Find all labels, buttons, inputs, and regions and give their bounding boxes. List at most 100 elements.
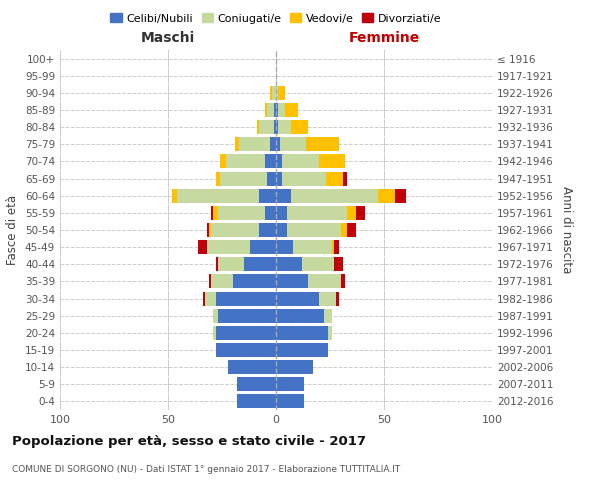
Bar <box>278 86 284 100</box>
Bar <box>293 240 332 254</box>
Bar <box>276 326 328 340</box>
Text: COMUNE DI SORGONO (NU) - Dati ISTAT 1° gennaio 2017 - Elaborazione TUTTITALIA.IT: COMUNE DI SORGONO (NU) - Dati ISTAT 1° g… <box>12 465 400 474</box>
Bar <box>319 292 337 306</box>
Bar <box>356 206 365 220</box>
Bar <box>276 292 319 306</box>
Bar <box>198 240 207 254</box>
Text: Maschi: Maschi <box>141 31 195 45</box>
Bar <box>276 172 283 185</box>
Bar <box>272 86 276 100</box>
Bar <box>214 326 215 340</box>
Bar <box>205 292 215 306</box>
Bar <box>287 206 347 220</box>
Bar <box>274 120 276 134</box>
Bar <box>337 292 338 306</box>
Bar <box>334 240 338 254</box>
Bar <box>203 292 205 306</box>
Bar <box>235 138 239 151</box>
Bar <box>269 86 272 100</box>
Bar <box>284 103 298 117</box>
Bar <box>291 188 377 202</box>
Bar <box>341 274 345 288</box>
Bar <box>176 188 259 202</box>
Bar <box>328 326 332 340</box>
Bar <box>319 154 345 168</box>
Bar <box>269 138 276 151</box>
Bar <box>233 274 276 288</box>
Bar <box>215 292 276 306</box>
Bar <box>343 172 347 185</box>
Bar <box>323 308 332 322</box>
Bar <box>215 343 276 357</box>
Bar <box>237 378 276 392</box>
Y-axis label: Fasce di età: Fasce di età <box>7 195 19 265</box>
Bar <box>209 223 211 237</box>
Bar <box>207 223 209 237</box>
Bar <box>276 188 291 202</box>
Bar <box>259 188 276 202</box>
Bar <box>220 172 268 185</box>
Bar <box>332 240 334 254</box>
Bar <box>276 394 304 408</box>
Bar <box>341 223 347 237</box>
Bar <box>237 394 276 408</box>
Bar <box>302 258 334 272</box>
Bar <box>268 103 274 117</box>
Bar <box>265 206 276 220</box>
Bar <box>287 223 341 237</box>
Text: Popolazione per età, sesso e stato civile - 2017: Popolazione per età, sesso e stato civil… <box>12 435 366 448</box>
Bar <box>215 326 276 340</box>
Bar <box>215 258 218 272</box>
Bar <box>276 343 328 357</box>
Bar <box>276 103 278 117</box>
Bar <box>347 223 356 237</box>
Bar <box>276 274 308 288</box>
Legend: Celibi/Nubili, Coniugati/e, Vedovi/e, Divorziati/e: Celibi/Nubili, Coniugati/e, Vedovi/e, Di… <box>106 9 446 28</box>
Bar <box>218 308 276 322</box>
Bar <box>276 240 293 254</box>
Bar <box>211 206 214 220</box>
Bar <box>291 120 308 134</box>
Bar <box>276 378 304 392</box>
Bar <box>265 103 268 117</box>
Bar <box>278 103 284 117</box>
Bar <box>218 206 265 220</box>
Bar <box>347 206 356 220</box>
Bar <box>276 308 323 322</box>
Text: Femmine: Femmine <box>349 31 419 45</box>
Bar <box>306 138 338 151</box>
Bar <box>229 360 276 374</box>
Bar <box>211 274 233 288</box>
Bar <box>172 188 176 202</box>
Bar <box>276 360 313 374</box>
Bar <box>283 172 326 185</box>
Bar <box>377 188 395 202</box>
Bar <box>276 120 278 134</box>
Bar <box>209 274 211 288</box>
Y-axis label: Anni di nascita: Anni di nascita <box>560 186 573 274</box>
Bar <box>283 154 319 168</box>
Bar <box>278 120 291 134</box>
Bar <box>280 138 306 151</box>
Bar <box>276 258 302 272</box>
Bar <box>265 154 276 168</box>
Bar <box>215 172 220 185</box>
Bar <box>211 223 259 237</box>
Bar <box>326 172 343 185</box>
Bar <box>276 206 287 220</box>
Bar <box>214 206 218 220</box>
Bar <box>259 223 276 237</box>
Bar <box>276 138 280 151</box>
Bar <box>218 258 244 272</box>
Bar <box>274 103 276 117</box>
Bar <box>308 274 341 288</box>
Bar <box>395 188 406 202</box>
Bar <box>276 86 278 100</box>
Bar <box>276 223 287 237</box>
Bar <box>239 138 269 151</box>
Bar <box>257 120 259 134</box>
Bar <box>259 120 274 134</box>
Bar <box>214 308 218 322</box>
Bar <box>334 258 343 272</box>
Bar <box>244 258 276 272</box>
